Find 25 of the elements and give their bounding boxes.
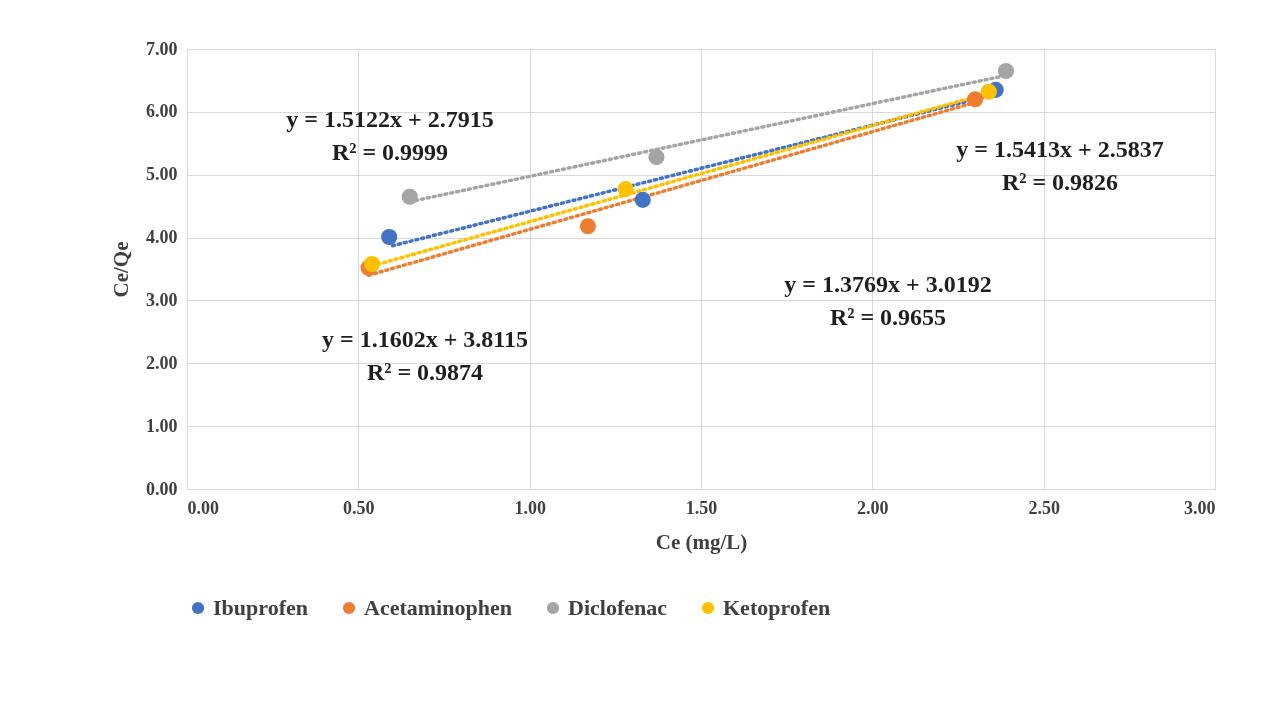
legend-label: Ketoprofen xyxy=(723,595,831,620)
x-tick-label: 0.00 xyxy=(187,497,219,518)
x-tick-label: 0.50 xyxy=(343,497,375,518)
y-tick-label: 4.00 xyxy=(146,227,178,248)
y-axis-title: Ce/Qe xyxy=(109,241,133,298)
legend-label: Ibuprofen xyxy=(213,595,308,620)
y-tick-label: 2.00 xyxy=(146,352,178,373)
y-tick-label: 3.00 xyxy=(146,289,178,310)
annotation: y = 1.1602x + 3.8115 R² = 0.9874 xyxy=(321,326,529,385)
x-tick-label: 2.00 xyxy=(857,497,889,518)
annotation: y = 1.5413x + 2.5837 R² = 0.9826 xyxy=(956,136,1164,195)
y-tick-label: 0.00 xyxy=(146,478,178,499)
y-tick-label: 5.00 xyxy=(146,164,178,185)
x-axis-title: Ce (mg/L) xyxy=(655,529,748,554)
annotation: y = 1.3769x + 3.0192 R² = 0.9655 xyxy=(784,271,992,330)
legend-label: Diclofenac xyxy=(568,595,668,620)
y-tick-label: 7.00 xyxy=(146,38,178,59)
annotation: y = 1.5122x + 2.7915 R² = 0.9999 xyxy=(286,106,494,165)
x-tick-label: 3.00 xyxy=(1184,497,1216,518)
x-tick-label: 2.50 xyxy=(1028,497,1060,518)
y-tick-label: 6.00 xyxy=(146,101,178,122)
legend-label: Acetaminophen xyxy=(364,595,512,620)
y-tick-label: 1.00 xyxy=(146,415,178,436)
x-tick-label: 1.00 xyxy=(514,497,546,518)
x-tick-label: 1.50 xyxy=(685,497,718,518)
